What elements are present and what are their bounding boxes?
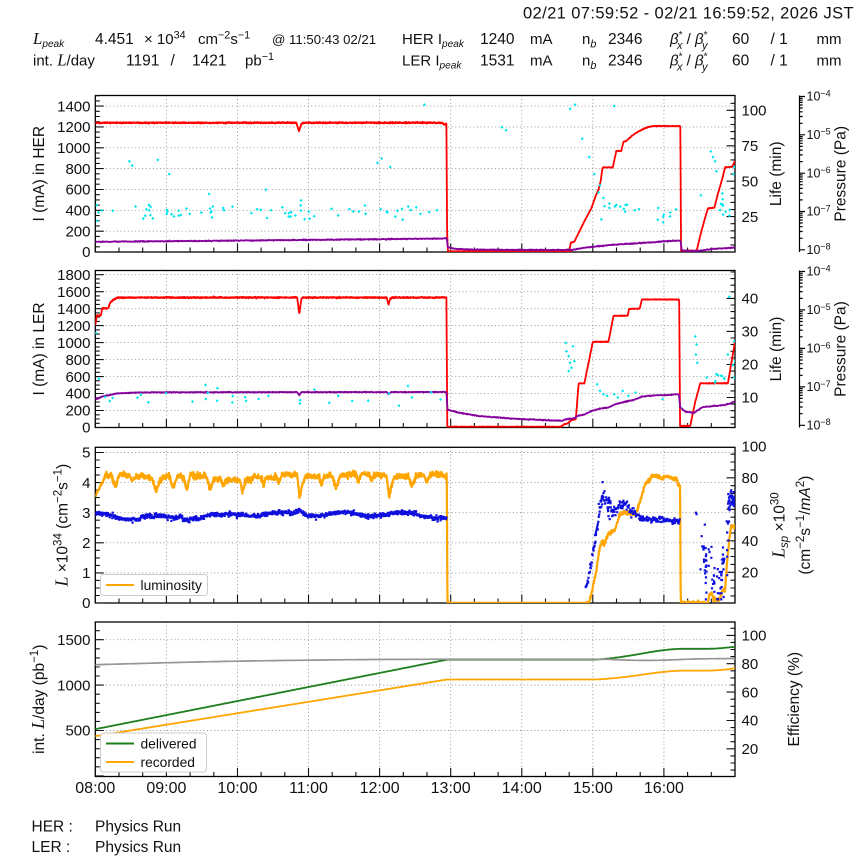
svg-text:09:00: 09:00 xyxy=(146,780,186,797)
svg-text:40: 40 xyxy=(742,713,759,730)
svg-text:HER :: HER : xyxy=(32,819,73,836)
svg-text:mA: mA xyxy=(530,53,553,70)
svg-text:mm: mm xyxy=(817,31,842,48)
svg-text:L ×1034​ (cm−2​s−1​): L ×1034​ (cm−2​s−1​) xyxy=(52,464,72,588)
svg-text:1000: 1000 xyxy=(57,677,90,694)
svg-text:1: 1 xyxy=(82,565,90,582)
svg-text:β*x / β*y​: β*x / β*y​ xyxy=(669,52,709,74)
svg-text:3: 3 xyxy=(82,505,90,522)
svg-text:(cm−2​s−1​/mA2​): (cm−2​s−1​/mA2​) xyxy=(795,476,814,575)
svg-text:1421: 1421 xyxy=(192,53,226,70)
svg-text:60: 60 xyxy=(732,53,750,70)
svg-text:40: 40 xyxy=(742,291,759,308)
svg-text:20: 20 xyxy=(742,357,759,374)
svg-text:mA: mA xyxy=(530,31,553,48)
svg-text:80: 80 xyxy=(742,656,759,673)
svg-text:14:00: 14:00 xyxy=(502,780,542,797)
svg-text:20: 20 xyxy=(742,741,759,758)
svg-text:1240: 1240 xyxy=(480,31,515,48)
svg-text:/ 1: / 1 xyxy=(771,53,788,70)
svg-text:5: 5 xyxy=(82,445,90,462)
svg-text:0: 0 xyxy=(82,420,90,437)
svg-text:int. L/day: int. L/day xyxy=(33,51,95,70)
svg-text:100: 100 xyxy=(742,628,767,645)
svg-text:30: 30 xyxy=(742,324,759,341)
svg-text:1600: 1600 xyxy=(57,284,90,301)
svg-text:Pressure (Pa): Pressure (Pa) xyxy=(833,126,850,222)
svg-text:1200: 1200 xyxy=(57,318,90,335)
svg-text:500: 500 xyxy=(65,723,90,740)
svg-text:I (mA) in LER: I (mA) in LER xyxy=(31,302,48,395)
svg-text:2346: 2346 xyxy=(608,53,642,70)
svg-text:400: 400 xyxy=(65,203,90,220)
svg-text:08:00: 08:00 xyxy=(75,780,115,797)
svg-text:02/21 07:59:52 - 02/21 16:59:5: 02/21 07:59:52 - 02/21 16:59:52, 2026 JS… xyxy=(523,5,854,23)
svg-text:4.451: 4.451 xyxy=(95,31,134,48)
svg-text:1191: 1191 xyxy=(126,53,159,70)
svg-text:delivered: delivered xyxy=(141,736,197,751)
svg-text:I (mA) in HER: I (mA) in HER xyxy=(31,126,48,222)
svg-text:Physics Run: Physics Run xyxy=(95,819,181,836)
svg-text:800: 800 xyxy=(65,161,90,178)
svg-text:16:00: 16:00 xyxy=(644,780,684,797)
svg-text:40: 40 xyxy=(742,533,759,550)
svg-text:/ 1: / 1 xyxy=(771,31,788,48)
svg-text:1400: 1400 xyxy=(57,98,90,115)
svg-text:200: 200 xyxy=(65,403,90,420)
svg-text:1000: 1000 xyxy=(57,140,90,157)
svg-text:20: 20 xyxy=(742,565,759,582)
svg-text:200: 200 xyxy=(65,223,90,240)
svg-text:int. L/day (pb−1​): int. L/day (pb−1​) xyxy=(28,645,48,754)
svg-text:1200: 1200 xyxy=(57,119,90,136)
svg-text:0: 0 xyxy=(82,244,90,261)
svg-text:600: 600 xyxy=(65,369,90,386)
svg-text:60: 60 xyxy=(732,31,750,48)
svg-text:2: 2 xyxy=(82,535,90,552)
svg-text:10: 10 xyxy=(742,390,759,407)
svg-text:1000: 1000 xyxy=(57,335,90,352)
svg-text:recorded: recorded xyxy=(141,755,195,770)
svg-text:75: 75 xyxy=(742,138,759,155)
svg-text:15:00: 15:00 xyxy=(573,780,613,797)
svg-text:1531: 1531 xyxy=(480,53,514,70)
svg-text:1400: 1400 xyxy=(57,301,90,318)
svg-text:cm−2​s−1​: cm−2​s−1​ xyxy=(198,29,250,48)
svg-text:60: 60 xyxy=(742,684,759,701)
svg-text:Lpeak​: Lpeak​ xyxy=(32,29,65,50)
svg-text:400: 400 xyxy=(65,386,90,403)
svg-text:4: 4 xyxy=(82,475,90,492)
svg-text:50: 50 xyxy=(742,173,759,190)
svg-text:0: 0 xyxy=(82,595,90,612)
svg-text:100: 100 xyxy=(742,103,767,120)
svg-text:β*x / β*y​: β*x / β*y​ xyxy=(669,30,709,52)
svg-text:luminosity: luminosity xyxy=(141,578,202,593)
svg-text:Efficiency (%): Efficiency (%) xyxy=(786,652,803,746)
svg-text:11:00: 11:00 xyxy=(289,780,328,797)
svg-text:60: 60 xyxy=(742,502,759,519)
svg-text:100: 100 xyxy=(742,439,767,456)
svg-text:LER :: LER : xyxy=(32,839,71,856)
svg-text:Pressure (Pa): Pressure (Pa) xyxy=(833,301,850,397)
svg-text:600: 600 xyxy=(65,182,90,199)
svg-text:12:00: 12:00 xyxy=(360,780,400,797)
svg-text:80: 80 xyxy=(742,470,759,487)
svg-text:Physics Run: Physics Run xyxy=(95,839,181,856)
svg-text:Life (min): Life (min) xyxy=(768,141,785,206)
svg-text:2346: 2346 xyxy=(608,31,642,48)
svg-text:/: / xyxy=(171,53,176,70)
svg-text:10:00: 10:00 xyxy=(217,780,257,797)
svg-text:mm: mm xyxy=(817,53,842,70)
svg-text:1500: 1500 xyxy=(57,632,90,649)
svg-text:25: 25 xyxy=(742,209,759,226)
svg-text:@ 11:50:43 02/21: @ 11:50:43 02/21 xyxy=(272,32,376,47)
svg-text:1800: 1800 xyxy=(57,267,90,284)
svg-text:800: 800 xyxy=(65,352,90,369)
svg-text:13:00: 13:00 xyxy=(431,780,471,797)
svg-text:Life (min): Life (min) xyxy=(768,317,785,382)
